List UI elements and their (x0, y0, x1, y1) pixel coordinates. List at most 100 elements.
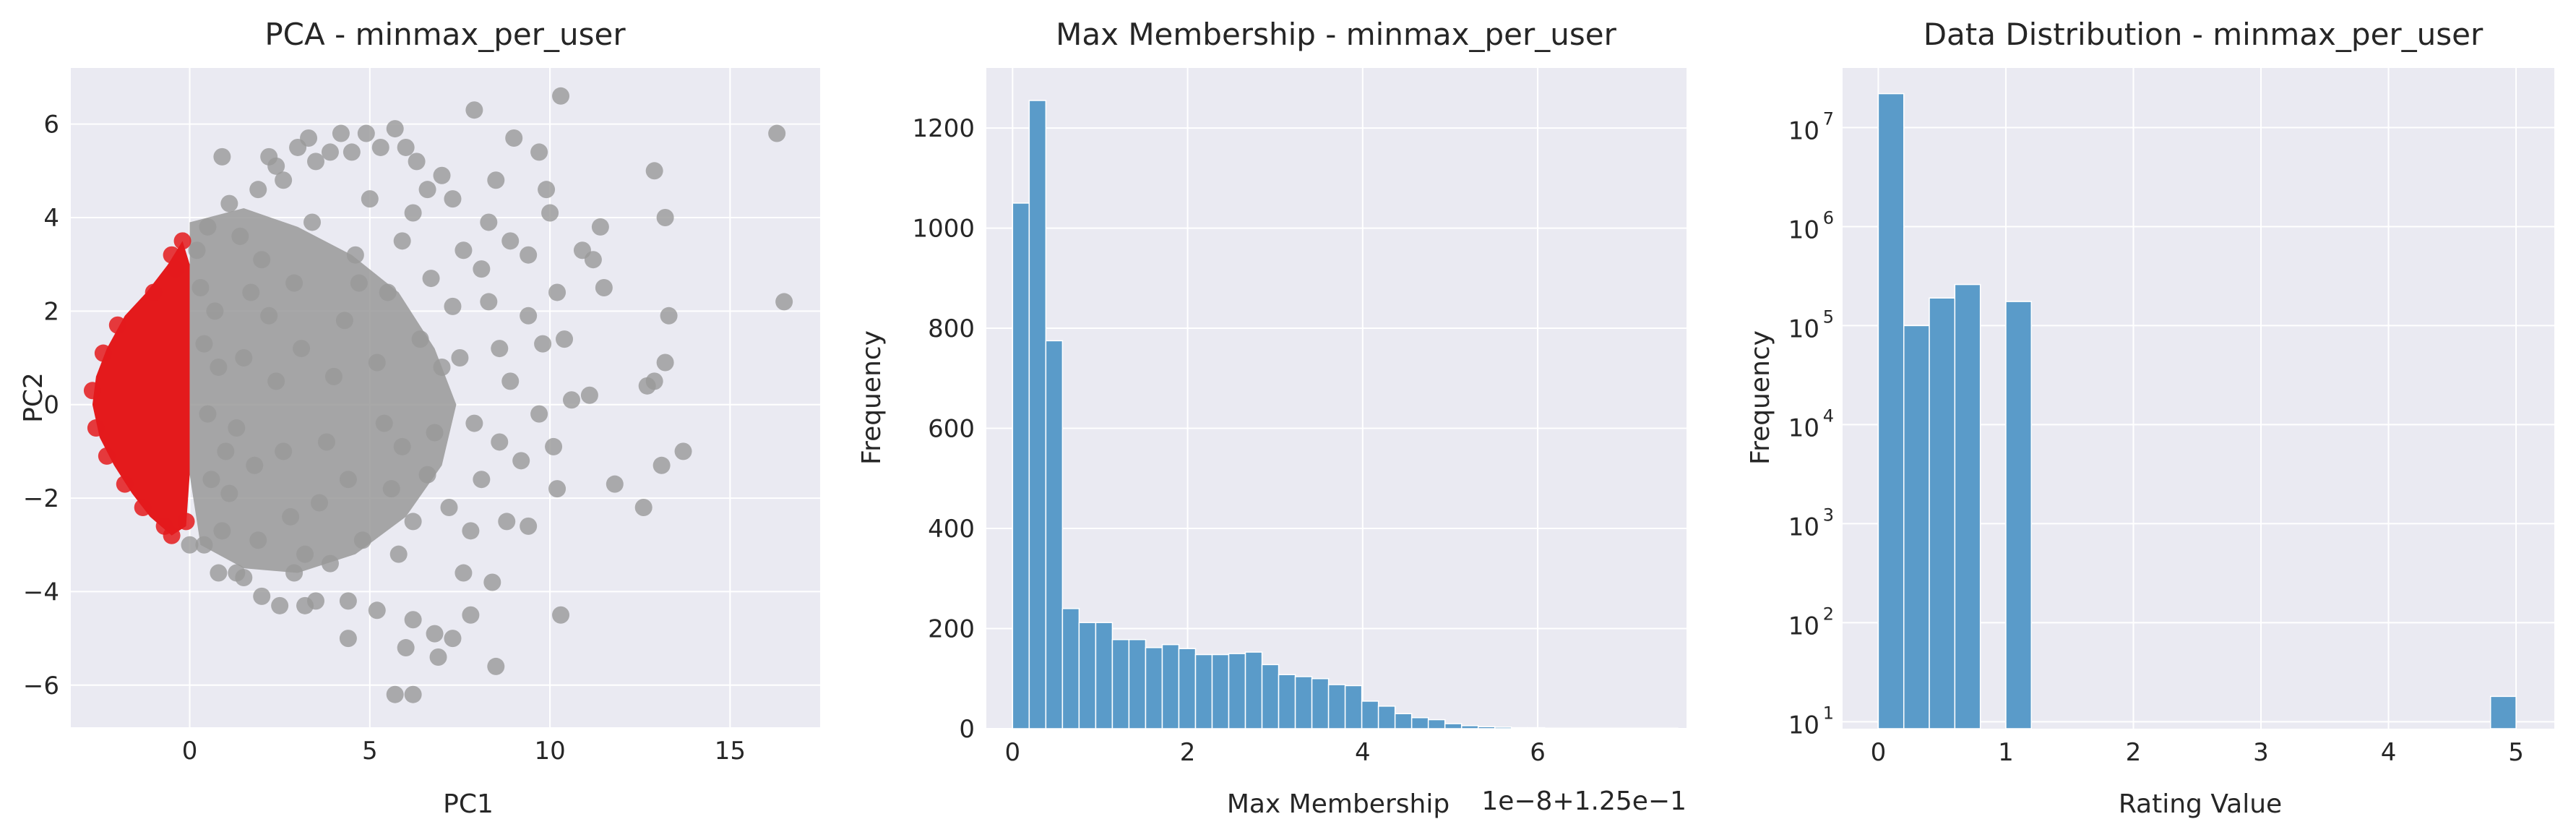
x-axis-label: Rating Value (2119, 789, 2282, 819)
y-tick-exponent: 1 (1823, 703, 1834, 723)
scatter-point (462, 522, 480, 540)
histogram-bar (2005, 301, 2033, 729)
scatter-point (368, 601, 386, 620)
scatter-point (206, 302, 224, 320)
scatter-point (462, 606, 480, 624)
scatter-point (228, 564, 246, 582)
scatter-point (418, 181, 436, 199)
scatter-point (220, 484, 238, 502)
scatter-point-highlight (163, 526, 181, 544)
x-tick-label: 10 (534, 737, 565, 766)
scatter-point (321, 143, 339, 161)
scatter-point (321, 554, 339, 573)
x-tick-label: 4 (2381, 738, 2397, 767)
scatter-point (552, 87, 570, 105)
scatter-point (339, 592, 357, 610)
scatter-point (541, 204, 559, 222)
y-tick-label: 10 (1788, 116, 1819, 145)
scatter-point (217, 442, 235, 460)
histogram-bar (1078, 622, 1097, 729)
x-tick-label: 0 (182, 737, 198, 766)
scatter-point (534, 335, 552, 353)
chart-title: PCA - minmax_per_user (264, 17, 626, 52)
scatter-point-highlight (163, 246, 181, 264)
y-tick-label: −4 (23, 578, 59, 607)
x-tick-label: 0 (1005, 738, 1021, 767)
histogram-bar (1278, 674, 1296, 729)
scatter-point (293, 340, 311, 358)
scatter-series-highlight (83, 232, 195, 544)
y-tick-exponent: 4 (1823, 406, 1834, 426)
scatter-point (397, 639, 415, 657)
histogram-bar (1311, 678, 1330, 729)
scatter-point (455, 564, 473, 582)
histogram-bar (1211, 653, 1230, 729)
scatter-point (548, 283, 567, 301)
scatter-point (418, 466, 436, 484)
histogram-bar (1494, 727, 1512, 729)
scatter-point (253, 587, 271, 605)
scatter-point (404, 204, 422, 222)
scatter-point (491, 340, 509, 358)
y-tick-exponent: 3 (1823, 505, 1834, 525)
max-membership-histogram: 0 2 4 6 0 200 400 600 800 1000 1200 Max Membershi… (857, 17, 1687, 819)
y-axis-label: Frequency (857, 330, 887, 465)
scatter-point (317, 433, 335, 451)
scatter-point (505, 129, 523, 147)
histogram-bar (2489, 695, 2517, 729)
histogram-bar (1194, 653, 1213, 729)
y-tick-label: 10 (1788, 612, 1819, 640)
scatter-point (538, 181, 556, 199)
histogram-bar (1561, 727, 1579, 729)
scatter-point (267, 372, 285, 390)
scatter-point-highlight (94, 344, 112, 362)
scatter-point (411, 330, 429, 348)
scatter-point-highlight (145, 283, 163, 301)
scatter-point-highlight (166, 260, 184, 278)
x-tick-label: 5 (2508, 738, 2524, 767)
y-tick-label: 4 (43, 204, 59, 233)
scatter-point (300, 129, 318, 147)
scatter-point (556, 330, 574, 348)
y-tick-label: 10 (1788, 513, 1819, 541)
histogram-bar (1261, 664, 1280, 729)
x-tick-label: 3 (2253, 738, 2269, 767)
scatter-point (361, 190, 379, 208)
x-tick-labels: 0 2 4 6 (1005, 738, 1546, 767)
scatter-point (231, 227, 249, 245)
scatter-point (275, 442, 293, 460)
scatter-point (595, 279, 613, 296)
histogram-bar (1444, 723, 1463, 729)
histogram-bar (1012, 202, 1030, 729)
y-tick-label: 10 (1788, 711, 1819, 740)
histogram-bar (1178, 648, 1197, 729)
scatter-point (530, 143, 548, 161)
x-tick-label: 4 (1355, 738, 1371, 767)
scatter-point (455, 241, 473, 260)
scatter-point (210, 358, 228, 376)
scatter-point (408, 153, 426, 171)
scatter-point (267, 157, 285, 175)
scatter-point-highlight (177, 513, 195, 531)
scatter-point (491, 433, 509, 451)
scatter-point (444, 190, 462, 208)
scatter-point (246, 456, 264, 474)
histogram-bar (1410, 717, 1429, 729)
x-axis-label: Max Membership (1227, 789, 1449, 819)
scatter-point (235, 349, 253, 367)
scatter-point (426, 625, 444, 643)
scatter-point (296, 545, 314, 563)
y-tick-label: 400 (928, 515, 975, 544)
scatter-point (548, 480, 567, 498)
scatter-point (487, 657, 505, 675)
scatter-point (375, 414, 393, 432)
x-tick-label: 5 (362, 737, 378, 766)
histogram-bar (1095, 622, 1113, 729)
scatter-point (188, 241, 206, 260)
scatter-point (422, 270, 440, 288)
scatter-point (501, 372, 520, 390)
scatter-point (652, 456, 671, 474)
x-tick-labels: 0 5 10 15 (182, 737, 746, 766)
